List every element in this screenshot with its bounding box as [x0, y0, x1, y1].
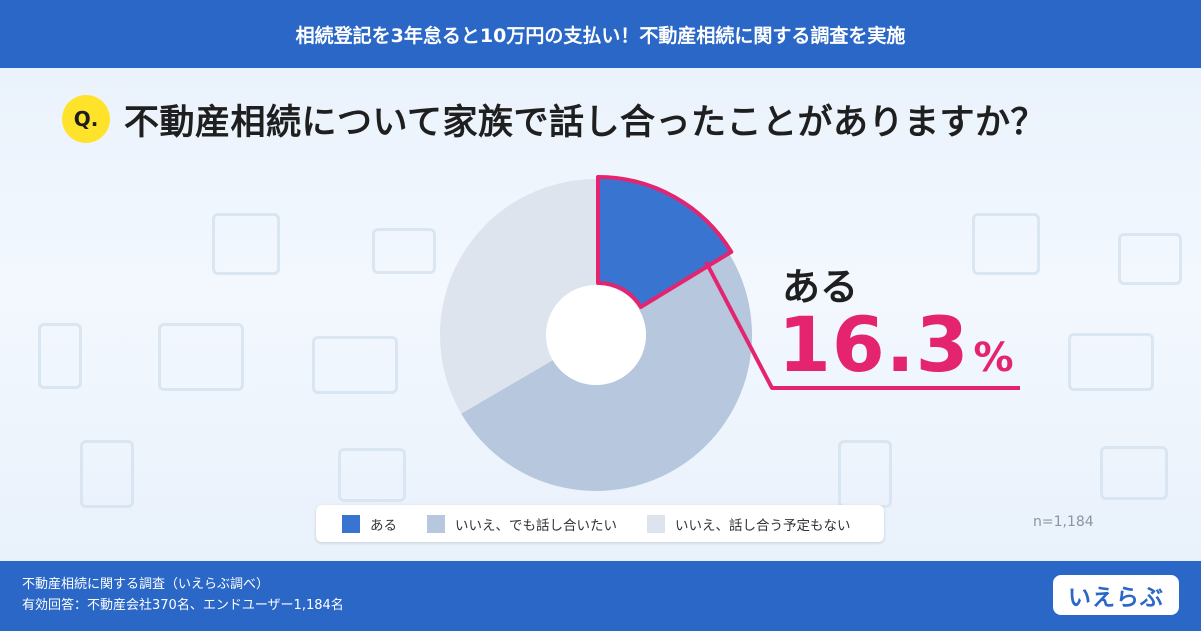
callout-unit: %	[973, 335, 1015, 381]
legend-swatch-1	[342, 514, 360, 533]
background-card-icon-right	[1118, 233, 1182, 285]
chart-legend: ある いいえ、でも話し合いたい いいえ、話し合う予定もない	[316, 505, 884, 542]
brand-logo: いえらぶ	[1053, 575, 1179, 615]
legend-label-2: いいえ、でも話し合いたい	[455, 517, 617, 534]
source-line-2: 有効回答：不動産会社370名、エンドユーザー1,184名	[22, 598, 344, 613]
callout-label: ある	[782, 265, 859, 309]
legend-item-3: いいえ、話し合う予定もない	[647, 514, 851, 534]
background-film-icon	[312, 336, 398, 394]
callout-number: 16.3	[778, 300, 970, 389]
source-note: 不動産相続に関する調査（いえらぶ調べ） 有効回答：不動産会社370名、エンドユー…	[22, 574, 344, 616]
question-text: 不動産相続について家族で話し合ったことがありますか？	[124, 102, 1046, 143]
background-film-icon-right	[1068, 333, 1154, 391]
background-browser-icon	[158, 323, 244, 391]
background-image-icon	[212, 213, 280, 275]
source-line-1: 不動産相続に関する調査（いえらぶ調べ）	[22, 577, 270, 592]
question-badge: Q.	[62, 95, 110, 143]
callout-value: 16.3%	[778, 300, 1015, 389]
legend-swatch-2	[427, 514, 445, 533]
sample-size-label: n=1,184	[1033, 514, 1094, 530]
background-book-icon	[338, 448, 406, 502]
legend-label-3: いいえ、話し合う予定もない	[675, 517, 851, 534]
question-heading: Q. 不動産相続について家族で話し合ったことがありますか？	[62, 94, 1046, 144]
background-tablet-icon	[38, 323, 82, 389]
footer-bar: 不動産相続に関する調査（いえらぶ調べ） 有効回答：不動産会社370名、エンドユー…	[0, 561, 1201, 631]
legend-item-1: ある	[342, 514, 397, 534]
header-title: 相続登記を3年怠ると10万円の支払い！不動産相続に関する調査を実施	[295, 24, 906, 47]
background-book-icon-right	[1100, 446, 1168, 500]
background-image-icon-right	[972, 213, 1040, 275]
legend-item-2: いいえ、でも話し合いたい	[427, 514, 617, 534]
legend-swatch-3	[647, 514, 665, 533]
header-banner: 相続登記を3年怠ると10万円の支払い！不動産相続に関する調査を実施	[0, 0, 1201, 68]
legend-label-1: ある	[370, 517, 397, 534]
background-card-icon	[372, 228, 436, 274]
background-clipboard-icon-right	[838, 440, 892, 508]
background-clipboard-icon	[80, 440, 134, 508]
